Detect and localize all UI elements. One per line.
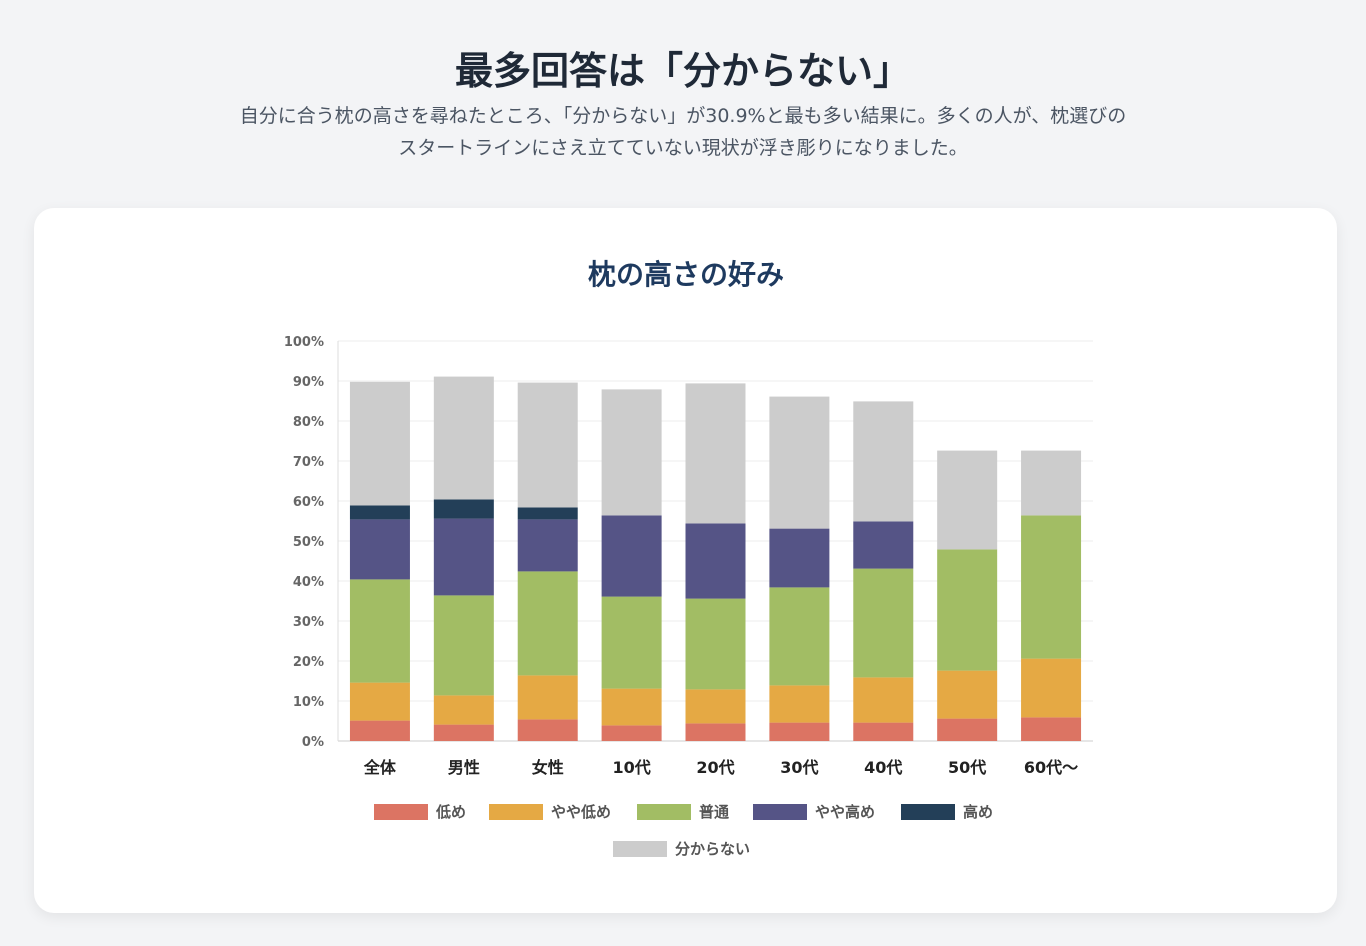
x-tick-label: 男性 [448, 758, 480, 777]
bar-segment [1021, 658, 1082, 718]
y-tick-label: 0% [302, 735, 324, 750]
bar-segment [685, 689, 746, 724]
page-title: 最多回答は「分からない」 [454, 49, 911, 93]
bar-segment [517, 519, 578, 572]
bar-segment [937, 670, 998, 719]
bar-segment [517, 571, 578, 676]
bar-segment [433, 724, 494, 741]
x-tick-label: 30代 [780, 758, 818, 777]
y-tick-label: 20% [293, 655, 324, 670]
legend-swatch [901, 804, 955, 820]
bar-segment [433, 695, 494, 725]
bar-segment [517, 382, 578, 508]
bar-segment [1021, 450, 1082, 516]
legend-swatch [613, 841, 667, 857]
bar-segment [1021, 717, 1082, 741]
bar-segment [601, 725, 662, 741]
bar-segment [685, 523, 746, 599]
bar-segment [601, 515, 662, 597]
bar-segment [349, 519, 410, 580]
legend-label: 普通 [699, 803, 729, 821]
bar-segment [517, 507, 578, 520]
bar-segment [685, 383, 746, 524]
bar-segment [349, 682, 410, 721]
bar-segment [349, 381, 410, 506]
bar-segment [349, 579, 410, 683]
x-tick-label: 女性 [532, 758, 564, 777]
bar-segment [769, 528, 830, 588]
bar-segment [769, 396, 830, 529]
y-tick-label: 30% [293, 615, 324, 630]
y-tick-label: 50% [293, 535, 324, 550]
y-tick-label: 70% [293, 455, 324, 470]
bar-segment [685, 598, 746, 690]
bar-segment [601, 596, 662, 689]
bar-segment [1021, 515, 1082, 659]
chart-title: 枕の高さの好み [588, 258, 784, 291]
legend-swatch [489, 804, 543, 820]
bar-segment [937, 549, 998, 671]
legend-swatch [753, 804, 807, 820]
bar-segment [853, 677, 914, 723]
legend-label: 高め [963, 803, 993, 821]
x-tick-label: 10代 [612, 758, 650, 777]
legend-swatch [637, 804, 691, 820]
bar-segment [433, 518, 494, 596]
bar-segment [937, 718, 998, 741]
bar-segment [769, 685, 830, 723]
y-tick-label: 60% [293, 495, 324, 510]
bar-segment [853, 568, 914, 678]
y-tick-label: 40% [293, 575, 324, 590]
x-tick-label: 全体 [363, 758, 397, 777]
chart-card: 枕の高さの好み 0% 10% 20% 30% 40% 50% 60% 70% 80% 90% 100… [34, 208, 1337, 913]
legend-label: 分からない [675, 840, 750, 858]
bar-segment [517, 675, 578, 720]
x-tick-label: 50代 [948, 758, 986, 777]
legend-label: やや高め [815, 803, 875, 821]
bar-segment [853, 521, 914, 569]
bar-segment [433, 499, 494, 519]
x-tick-label: 40代 [864, 758, 902, 777]
legend-label: 低め [435, 803, 466, 821]
x-tick-label: 60代〜 [1024, 758, 1078, 777]
page-description: 自分に合う枕の高さを尋ねたところ、「分からない」が30.9%と最も多い結果に。多… [239, 105, 1127, 159]
bar-segment [937, 450, 998, 550]
bar-segment [517, 719, 578, 741]
bar-segment [601, 688, 662, 726]
bar-segment [769, 587, 830, 686]
y-tick-label: 90% [293, 375, 324, 390]
y-tick-label: 10% [293, 695, 324, 710]
legend-swatch [374, 804, 428, 820]
bar-segment [433, 595, 494, 696]
legend-label: やや低め [551, 803, 611, 821]
bar-segment [769, 722, 830, 741]
bar-segment [349, 720, 410, 741]
y-tick-label: 100% [284, 335, 324, 350]
bar-segment [685, 723, 746, 741]
y-tick-label: 80% [293, 415, 324, 430]
bar-segment [433, 376, 494, 500]
bar-segment [853, 722, 914, 741]
bar-segment [601, 389, 662, 516]
bar-segment [349, 505, 410, 520]
bar-segment [853, 401, 914, 522]
x-tick-label: 20代 [696, 758, 734, 777]
stacked-bar-chart: 枕の高さの好み 0% 10% 20% 30% 40% 50% 60% 70% 80% 90% 100… [284, 258, 1093, 858]
